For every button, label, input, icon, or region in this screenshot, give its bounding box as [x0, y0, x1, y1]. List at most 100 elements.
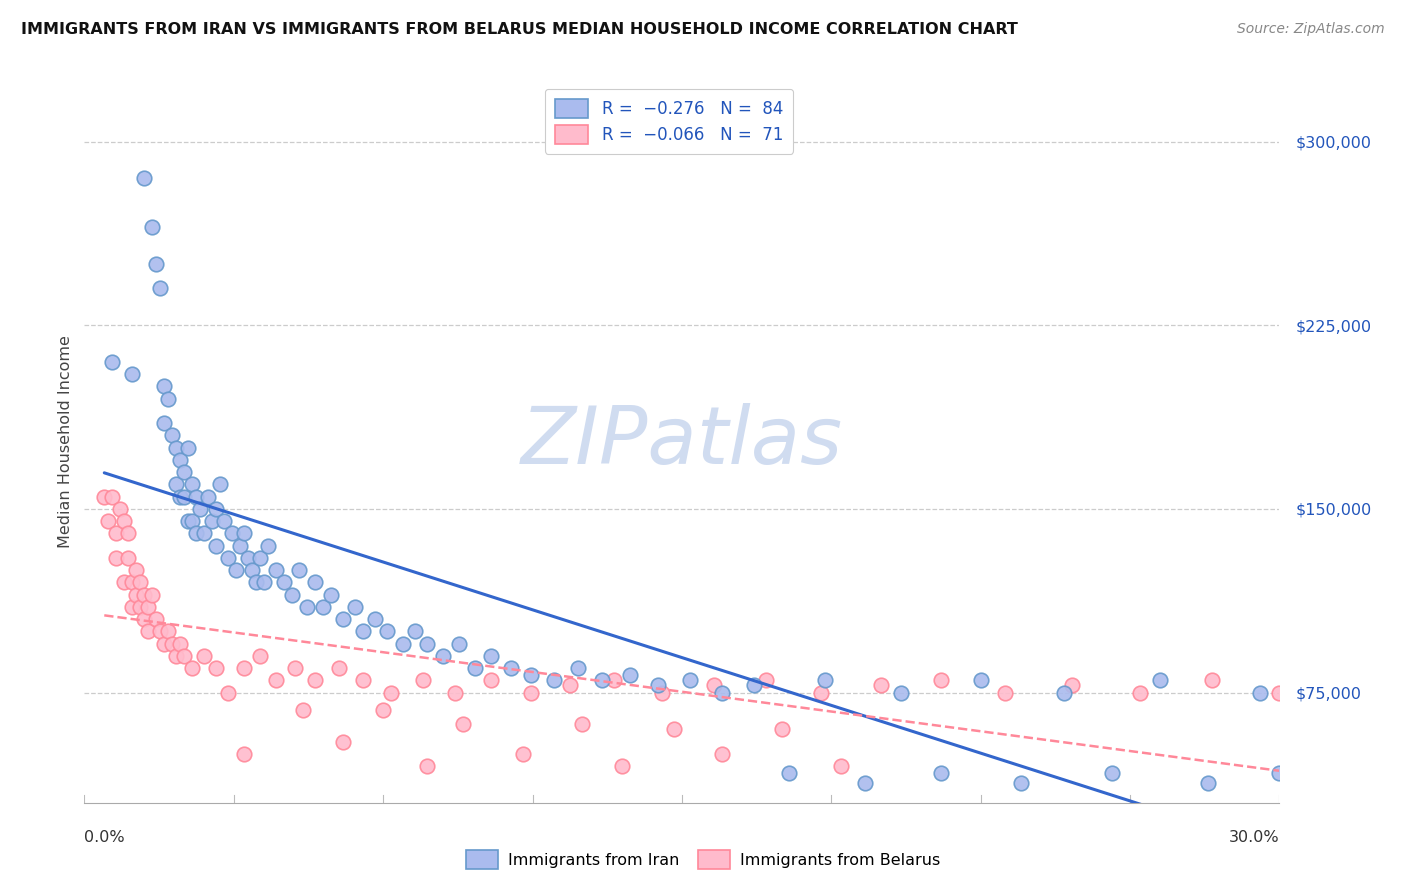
- Point: [1197, 776, 1219, 790]
- Point: [221, 526, 243, 541]
- Point: [112, 575, 135, 590]
- Point: [169, 637, 191, 651]
- Point: [352, 673, 374, 688]
- Point: [853, 776, 876, 790]
- Point: [169, 490, 191, 504]
- Point: [173, 490, 195, 504]
- Point: [97, 514, 120, 528]
- Point: [205, 502, 228, 516]
- Point: [165, 477, 187, 491]
- Point: [364, 612, 387, 626]
- Point: [245, 575, 267, 590]
- Point: [679, 673, 702, 688]
- Point: [232, 661, 254, 675]
- Point: [280, 588, 302, 602]
- Point: [332, 734, 354, 748]
- Point: [181, 477, 204, 491]
- Point: [755, 673, 778, 688]
- Point: [208, 477, 231, 491]
- Point: [479, 673, 502, 688]
- Text: 0.0%: 0.0%: [84, 830, 125, 845]
- Point: [352, 624, 374, 639]
- Point: [1062, 678, 1084, 692]
- Point: [165, 441, 187, 455]
- Point: [145, 612, 167, 626]
- Y-axis label: Median Household Income: Median Household Income: [58, 335, 73, 548]
- Point: [173, 648, 195, 663]
- Point: [141, 588, 163, 602]
- Point: [519, 668, 541, 682]
- Legend: R =  −0.276   N =  84, R =  −0.066   N =  71: R = −0.276 N = 84, R = −0.066 N = 71: [546, 88, 793, 153]
- Point: [710, 685, 733, 699]
- Point: [292, 703, 315, 717]
- Point: [117, 526, 139, 541]
- Point: [603, 673, 626, 688]
- Point: [1010, 776, 1032, 790]
- Point: [236, 550, 259, 565]
- Point: [177, 441, 200, 455]
- Point: [416, 759, 439, 773]
- Point: [612, 759, 634, 773]
- Point: [177, 514, 200, 528]
- Point: [1053, 685, 1076, 699]
- Point: [132, 612, 156, 626]
- Point: [814, 673, 837, 688]
- Point: [240, 563, 263, 577]
- Point: [344, 599, 367, 614]
- Point: [312, 599, 335, 614]
- Point: [332, 612, 354, 626]
- Point: [193, 648, 215, 663]
- Point: [375, 624, 398, 639]
- Point: [225, 563, 247, 577]
- Point: [160, 637, 183, 651]
- Point: [205, 539, 228, 553]
- Point: [110, 502, 132, 516]
- Point: [451, 717, 474, 731]
- Point: [93, 490, 115, 504]
- Point: [129, 575, 152, 590]
- Point: [1101, 766, 1123, 780]
- Text: Source: ZipAtlas.com: Source: ZipAtlas.com: [1237, 22, 1385, 37]
- Point: [205, 661, 228, 675]
- Point: [651, 685, 673, 699]
- Legend: Immigrants from Iran, Immigrants from Belarus: Immigrants from Iran, Immigrants from Be…: [460, 844, 946, 875]
- Point: [132, 588, 156, 602]
- Point: [125, 563, 148, 577]
- Point: [157, 392, 180, 406]
- Point: [380, 685, 402, 699]
- Point: [543, 673, 565, 688]
- Point: [117, 550, 139, 565]
- Point: [373, 703, 395, 717]
- Text: ZIPatlas: ZIPatlas: [520, 402, 844, 481]
- Point: [619, 668, 641, 682]
- Point: [264, 563, 287, 577]
- Point: [193, 526, 215, 541]
- Point: [264, 673, 287, 688]
- Point: [444, 685, 467, 699]
- Point: [101, 490, 124, 504]
- Point: [201, 514, 224, 528]
- Text: IMMIGRANTS FROM IRAN VS IMMIGRANTS FROM BELARUS MEDIAN HOUSEHOLD INCOME CORRELAT: IMMIGRANTS FROM IRAN VS IMMIGRANTS FROM …: [21, 22, 1018, 37]
- Point: [297, 599, 319, 614]
- Point: [567, 661, 589, 675]
- Point: [184, 526, 207, 541]
- Point: [121, 367, 143, 381]
- Point: [328, 661, 350, 675]
- Point: [249, 648, 271, 663]
- Point: [153, 379, 176, 393]
- Point: [188, 502, 211, 516]
- Point: [273, 575, 295, 590]
- Point: [870, 678, 893, 692]
- Point: [253, 575, 276, 590]
- Point: [416, 637, 439, 651]
- Point: [125, 588, 148, 602]
- Point: [101, 355, 124, 369]
- Point: [141, 220, 163, 235]
- Point: [479, 648, 502, 663]
- Point: [994, 685, 1017, 699]
- Point: [1129, 685, 1152, 699]
- Point: [232, 747, 254, 761]
- Point: [153, 637, 176, 651]
- Point: [165, 648, 187, 663]
- Point: [169, 453, 191, 467]
